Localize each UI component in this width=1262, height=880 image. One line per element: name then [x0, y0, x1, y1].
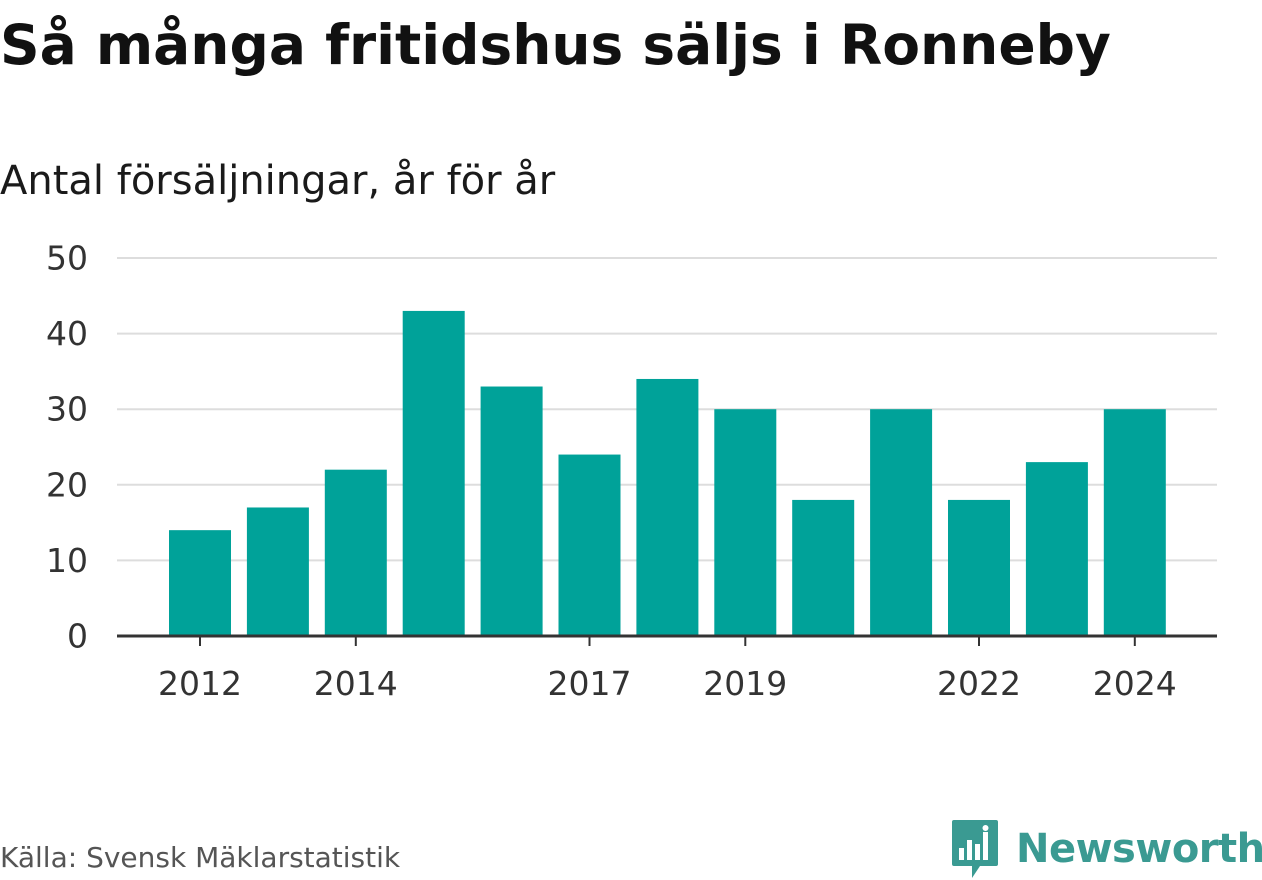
x-tick-label: 2012: [158, 664, 242, 703]
bar-2015: [402, 310, 465, 636]
bar-2019: [714, 409, 777, 636]
x-axis: [117, 634, 1217, 646]
y-tick-label: 20: [46, 465, 88, 504]
y-tick-label: 10: [46, 541, 88, 580]
bar-2017: [558, 454, 621, 636]
x-axis-labels: 2012 2014 2017 2019 2022 2024: [158, 664, 1177, 703]
bar-2023: [1025, 462, 1088, 636]
bar-2021: [870, 409, 933, 636]
y-tick-label: 40: [46, 314, 88, 353]
bars: [169, 310, 1166, 636]
x-tick-label: 2024: [1093, 664, 1177, 703]
x-tick-label: 2017: [548, 664, 632, 703]
y-axis-labels: 0 10 20 30 40 50: [46, 239, 88, 656]
bar-2020: [792, 499, 855, 636]
y-tick-label: 0: [67, 617, 88, 656]
bar-2018: [636, 378, 699, 636]
y-tick-label: 50: [46, 239, 88, 278]
bar-2016: [480, 386, 543, 636]
chart-subtitle: Antal försäljningar, år för år: [0, 158, 556, 204]
bar-2022: [948, 499, 1010, 636]
bar-2014: [324, 469, 387, 636]
x-tick-label: 2014: [314, 664, 398, 703]
bar-2013: [246, 507, 309, 636]
source-note: Källa: Svensk Mäklarstatistik: [0, 841, 401, 874]
newsworthy-logo: Newsworthy: [950, 818, 1262, 880]
bar-2012: [169, 530, 231, 636]
y-tick-label: 30: [46, 390, 88, 429]
x-tick-label: 2022: [937, 664, 1021, 703]
chart-title: Så många fritidshus säljs i Ronneby: [0, 13, 1111, 77]
x-tick-label: 2019: [703, 664, 787, 703]
newsworthy-logo-icon: [952, 820, 998, 878]
bar-2024: [1103, 409, 1166, 636]
logo-text: Newsworthy: [1016, 826, 1262, 872]
